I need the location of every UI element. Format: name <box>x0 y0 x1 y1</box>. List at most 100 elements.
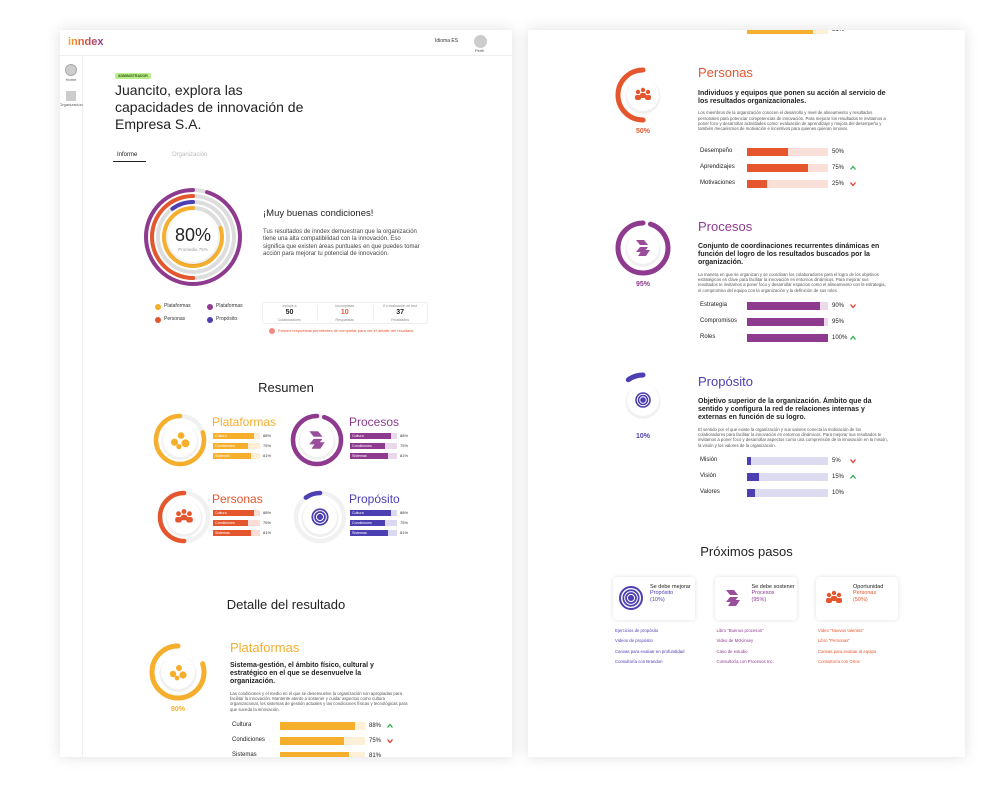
stat-value: 50 <box>285 309 294 316</box>
resource-link[interactable]: Caso de estudio <box>716 648 748 654</box>
detail-subtitle: Individuos y equipos que ponen su acción… <box>698 90 886 106</box>
graphic <box>850 474 856 479</box>
step-status: Se debe mejorar <box>650 584 691 590</box>
bar-value: 88% <box>263 509 272 515</box>
graphic <box>290 413 344 467</box>
sidebar-item[interactable]: Home <box>65 77 77 82</box>
graphic <box>850 165 856 170</box>
resource-link[interactable]: Consultoría con Brandon <box>615 658 663 664</box>
detail-text: Los miembros de la organización conocen … <box>698 110 886 132</box>
icon-head <box>187 511 192 517</box>
profile-label[interactable]: Perfil <box>475 48 485 53</box>
row-label: Sistemas <box>700 30 725 33</box>
step-name: Procesos <box>751 590 775 597</box>
resource-link[interactable]: Videos de propósito <box>615 638 653 644</box>
disc <box>168 212 218 262</box>
ring-arc <box>157 490 211 544</box>
resource-link[interactable]: Canvas para evaluar al equipo <box>818 648 877 654</box>
legend-dot <box>155 304 161 310</box>
bar <box>213 530 252 536</box>
row-value: 10% <box>832 489 845 496</box>
graphic <box>615 372 671 428</box>
stat-caption: Respuestas <box>335 318 355 322</box>
role-badge: ADMINISTRADOR <box>115 73 151 80</box>
org-icon[interactable] <box>66 91 76 101</box>
bar <box>280 722 355 730</box>
icon-dot <box>176 665 182 671</box>
trend-icon <box>387 723 393 728</box>
row-label: Motivaciones <box>700 180 736 186</box>
row-label: Condiciones <box>232 737 266 743</box>
icon-ring <box>625 592 637 604</box>
step-card[interactable] <box>714 577 797 620</box>
resource-link[interactable]: Consultoría con Procesos Inc. <box>716 658 774 664</box>
resource-link[interactable]: Video "Nuevos talentos" <box>818 628 864 633</box>
resource-link[interactable]: Canvas para evaluar en profundidad <box>615 648 685 654</box>
step-ring <box>619 586 643 610</box>
detail-description: Individuos y equipos que ponen su acción… <box>698 90 888 132</box>
bar <box>280 737 344 745</box>
resource-link[interactable]: Consultoría con Otros <box>818 658 860 664</box>
icon-body <box>186 517 193 523</box>
bar-label: Sistemas <box>215 530 230 535</box>
home-icon[interactable] <box>65 64 77 76</box>
detail-name: Procesos <box>698 219 753 234</box>
step-text: Se debe mejorar Propósito (10%) <box>650 584 694 603</box>
tab[interactable]: Informe <box>117 152 138 158</box>
ring-arc <box>290 413 344 467</box>
resource-link[interactable]: Libro "Personas" <box>818 638 850 644</box>
legend-label: Personas <box>164 316 186 322</box>
sidebar-item[interactable]: Organización <box>60 102 83 107</box>
bar-value: 81% <box>263 529 272 535</box>
trend-chevron <box>850 304 856 309</box>
summary-name: Procesos <box>349 415 400 429</box>
row-value: 75% <box>832 164 845 171</box>
bar <box>350 530 389 536</box>
row-value: 25% <box>832 180 845 187</box>
stats-divider <box>372 305 374 321</box>
icon-arrows <box>725 590 740 606</box>
icon-body <box>640 93 646 98</box>
step-text: Se debe sostener Procesos (95%) <box>752 584 796 603</box>
section-title: Próximos pasos <box>700 544 793 559</box>
detail-description: Objetivo superior de la organización. Ám… <box>698 398 888 448</box>
tab[interactable]: Organización <box>172 152 208 158</box>
icon-ring <box>311 508 329 526</box>
ring-arc <box>615 67 671 123</box>
bar-label: Cultura <box>352 510 364 515</box>
icon-ring <box>316 513 324 521</box>
stat-value: 37 <box>396 309 404 316</box>
bar <box>747 489 756 497</box>
resource-link[interactable]: Libro "Buenos procesos" <box>716 628 764 633</box>
detail-text: Las condiciones y el medio en el que se … <box>230 690 408 712</box>
row-label: Roles <box>700 334 716 340</box>
bar-value: 81% <box>263 452 272 458</box>
detail-name: Personas <box>698 65 753 80</box>
resource-link[interactable]: Ejercicios de propósito <box>615 628 659 633</box>
stat-value: 10 <box>340 309 349 316</box>
detail-description: Conjunto de coordinaciones recurrentes d… <box>698 243 888 293</box>
graphic <box>149 643 207 701</box>
icon-ring <box>622 589 640 607</box>
detail-percent: 80% <box>170 706 185 713</box>
row-value: 81% <box>369 752 382 758</box>
language-selector[interactable]: Idioma ES <box>435 38 459 44</box>
bar <box>213 443 249 449</box>
resource-link[interactable]: Video de McKinsey <box>716 638 754 644</box>
bar-label: Condiciones <box>215 520 235 525</box>
bar <box>350 453 389 459</box>
bar-value: 88% <box>263 432 272 438</box>
profile-avatar[interactable] <box>474 35 487 48</box>
page-title: Juancito, explora las capacidades de inn… <box>115 82 304 132</box>
overview-heading: ¡Muy buenas condiciones! <box>263 208 374 219</box>
bar <box>350 433 392 439</box>
trend-icon <box>850 335 856 340</box>
icon-dot <box>179 671 187 679</box>
legend-dot <box>207 304 213 310</box>
step-status: Se debe sostener <box>751 584 795 590</box>
bar-value: 88% <box>400 509 409 515</box>
icon-body <box>831 596 837 601</box>
trend-chevron <box>850 459 856 464</box>
bar <box>213 520 249 526</box>
